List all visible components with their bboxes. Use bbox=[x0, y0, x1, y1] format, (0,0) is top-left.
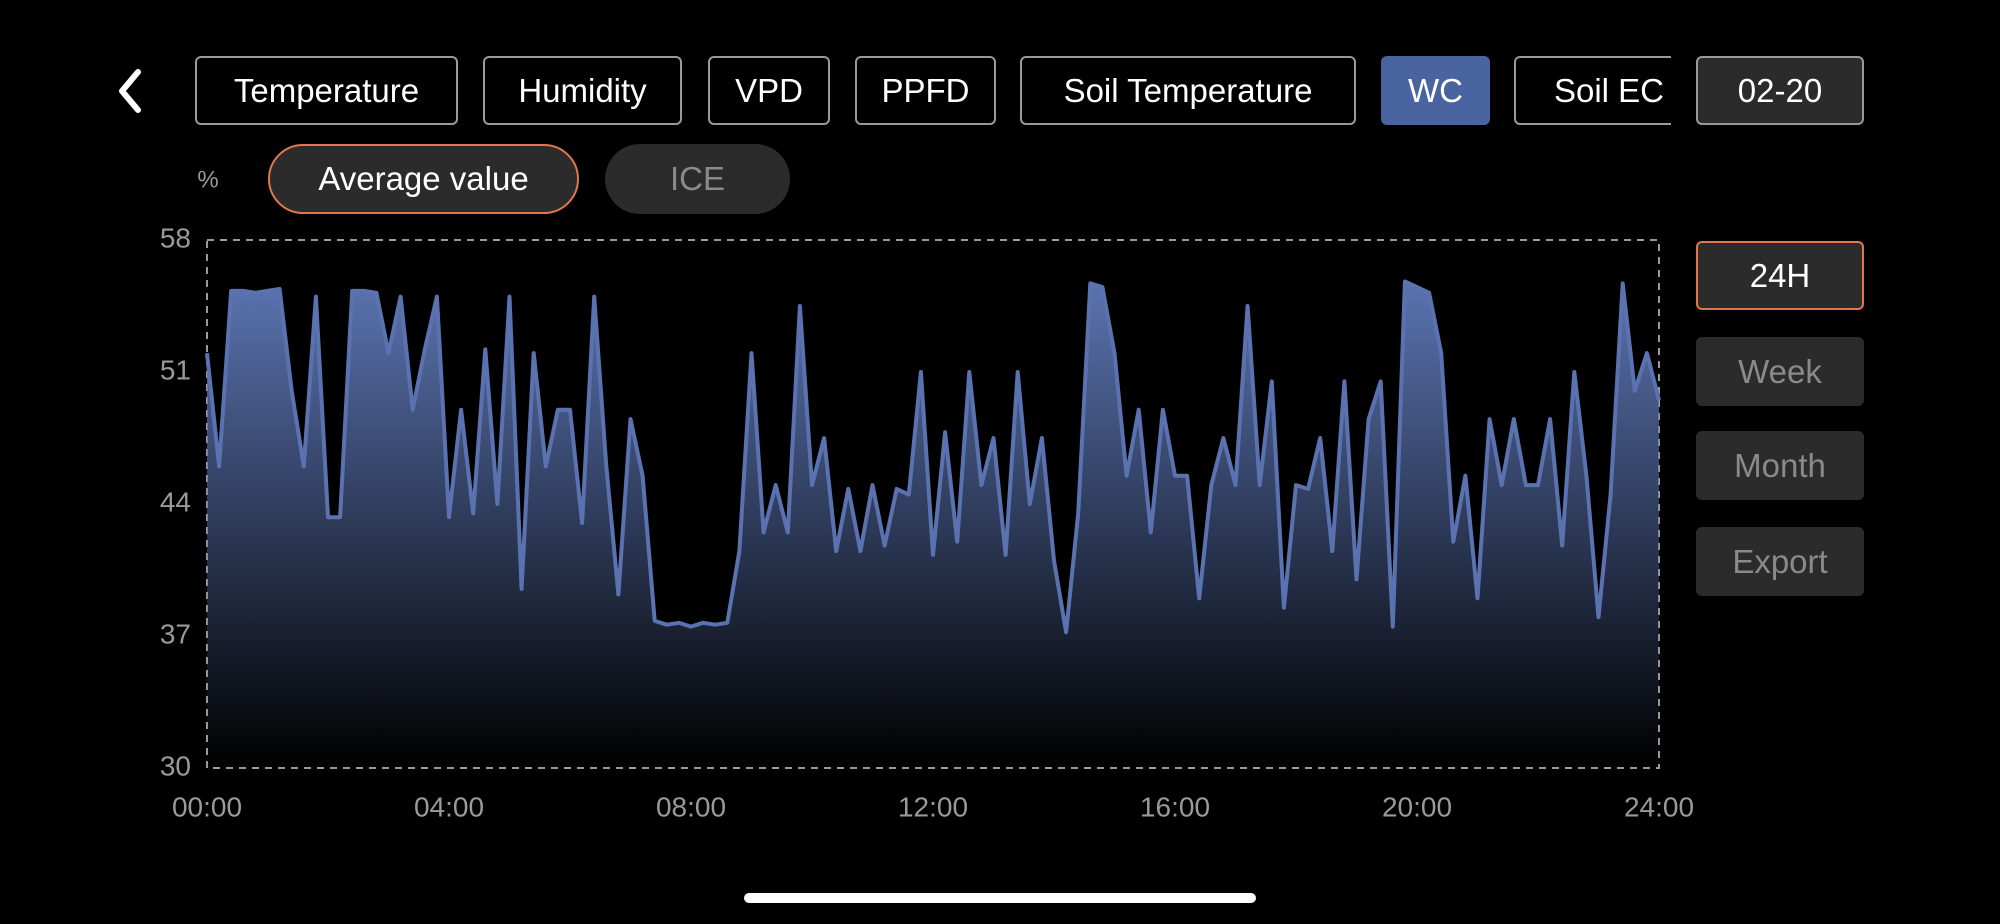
x-tick-label: 08:00 bbox=[656, 791, 726, 822]
tab[interactable]: PPFD bbox=[855, 56, 996, 125]
range-button[interactable]: 24H bbox=[1696, 241, 1864, 310]
back-arrow[interactable] bbox=[119, 69, 141, 113]
y-tick-label: 37 bbox=[160, 618, 191, 649]
tab[interactable]: WC bbox=[1381, 56, 1490, 125]
range-button[interactable]: Month bbox=[1696, 431, 1864, 500]
toggle[interactable]: ICE bbox=[605, 144, 790, 214]
date-picker[interactable]: 02-20 bbox=[1696, 56, 1864, 125]
x-tick-label: 00:00 bbox=[172, 791, 242, 822]
range-button[interactable]: Week bbox=[1696, 337, 1864, 406]
tab[interactable]: Soil Temperature bbox=[1020, 56, 1356, 125]
y-tick-label: 30 bbox=[160, 750, 191, 781]
line bbox=[205, 279, 1661, 635]
x-tick-label: 12:00 bbox=[898, 791, 968, 822]
y-axis-unit: % bbox=[197, 166, 218, 193]
area bbox=[207, 281, 1659, 768]
home-indicator bbox=[744, 893, 1256, 903]
toggle[interactable]: Average value bbox=[268, 144, 579, 214]
tab[interactable]: Soil EC bbox=[1514, 56, 1671, 125]
tab-bar: Temperature Humidity VPD PPFD Soil Temperatu… bbox=[195, 0, 1671, 140]
y-tick-label: 44 bbox=[160, 486, 191, 517]
y-tick-label: 58 bbox=[160, 222, 191, 253]
x-tick-label: 04:00 bbox=[414, 791, 484, 822]
tab[interactable]: Humidity bbox=[483, 56, 682, 125]
tab[interactable]: Temperature bbox=[195, 56, 458, 125]
x-tick-label: 20:00 bbox=[1382, 791, 1452, 822]
x-tick-label: 24:00 bbox=[1624, 791, 1694, 822]
x-tick-label: 16:00 bbox=[1140, 791, 1210, 822]
range-button[interactable]: Export bbox=[1696, 527, 1864, 596]
y-tick-label: 51 bbox=[160, 354, 191, 385]
tab[interactable]: VPD bbox=[708, 56, 830, 125]
